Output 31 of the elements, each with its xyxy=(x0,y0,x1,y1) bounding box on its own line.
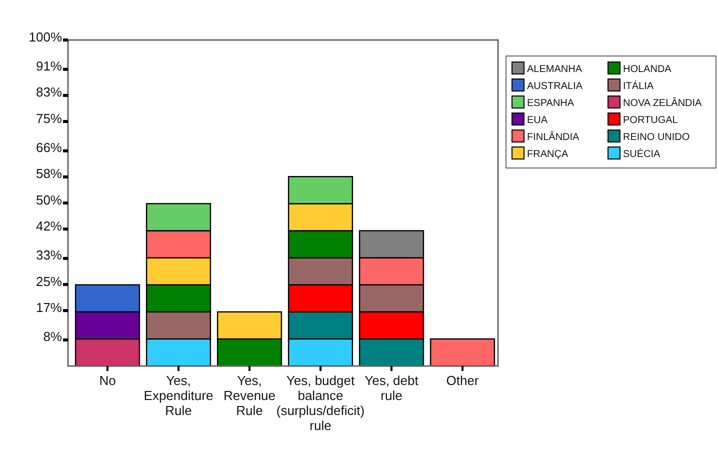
legend-label: HOLANDA xyxy=(623,64,672,75)
x-tick-label: Yes, Expenditure Rule xyxy=(144,373,214,418)
y-tick-label: 42% xyxy=(36,218,62,234)
y-tick-label: 17% xyxy=(36,300,62,315)
legend-label: REINO UNIDO xyxy=(623,132,690,143)
x-tick-label: Yes, Revenue Rule xyxy=(223,373,276,418)
legend-label: ITÁLIA xyxy=(623,80,654,92)
legend-label: SUÉCIA xyxy=(623,148,661,160)
legend-label: AUSTRALIA xyxy=(527,81,583,92)
y-tick-label: 91% xyxy=(36,58,62,74)
y-tick-label: 100% xyxy=(28,29,62,44)
legend-label: PORTUGAL xyxy=(623,115,678,126)
x-tick-label: Yes, budget balance (surplus/deficit) rule xyxy=(276,373,365,433)
legend-label: FINLÂNDIA xyxy=(527,131,580,143)
legend-label: FRANÇA xyxy=(527,149,568,160)
bar xyxy=(430,338,496,367)
y-tick-label: 75% xyxy=(36,110,62,126)
y-tick-label: 83% xyxy=(36,84,62,100)
legend-label: ESPANHA xyxy=(527,98,574,109)
y-tick-label: 58% xyxy=(36,166,62,182)
y-tick-label: 33% xyxy=(36,248,62,263)
y-tick-label: 8% xyxy=(43,329,62,344)
x-tick-label: Yes, debt rule xyxy=(364,373,419,403)
legend-label: NOVA ZELÂNDIA xyxy=(623,97,702,109)
y-tick-label: 25% xyxy=(36,274,62,289)
legend-label: ALEMANHA xyxy=(527,64,582,75)
y-tick-label: 50% xyxy=(36,192,62,208)
legend-label: EUA xyxy=(527,115,548,126)
x-tick-label: Other xyxy=(446,373,480,388)
x-tick-label: No xyxy=(99,373,116,388)
y-tick-label: 66% xyxy=(36,140,62,156)
